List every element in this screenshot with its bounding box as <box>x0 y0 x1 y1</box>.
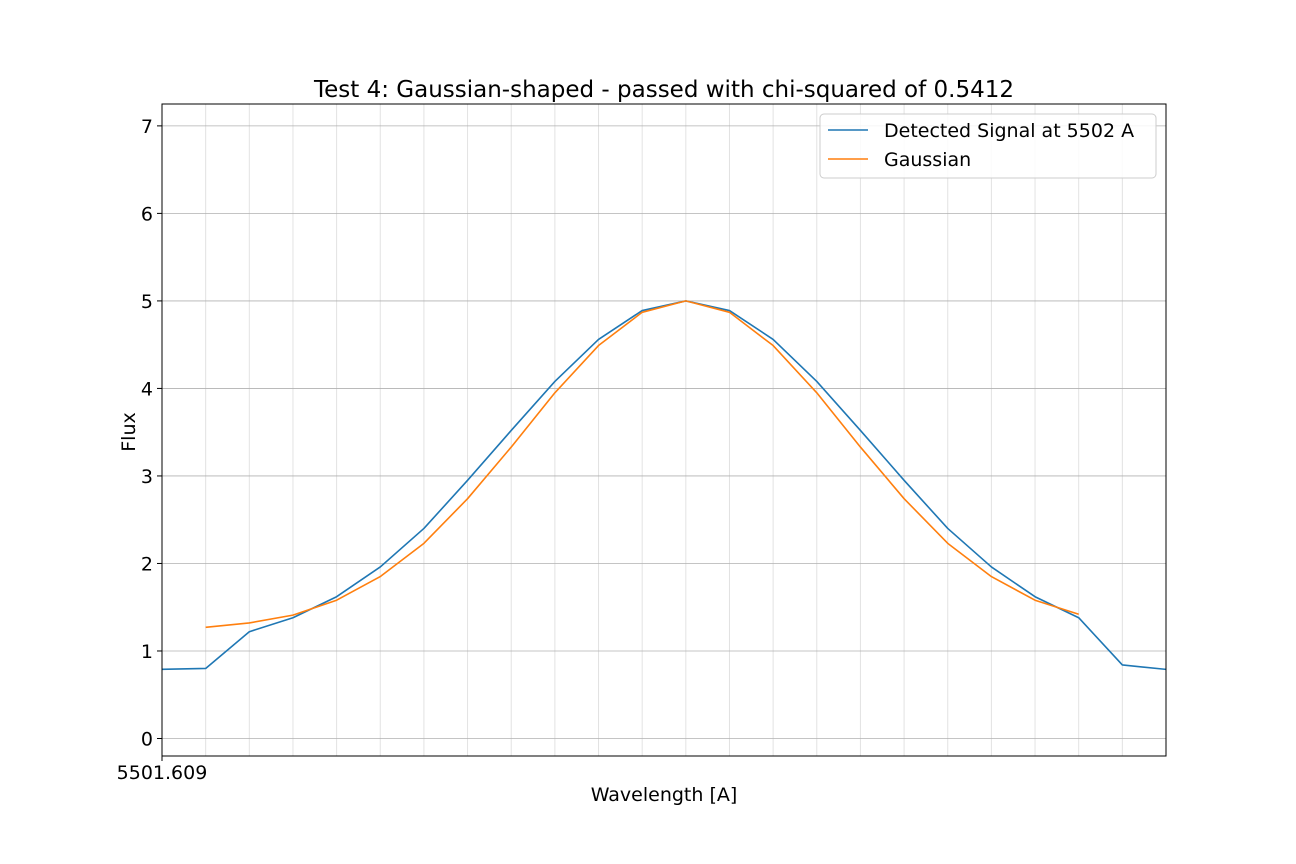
legend-label: Gaussian <box>884 149 971 171</box>
axis-ticks: 0 1 2 3 4 5 6 7 5501.609 <box>117 116 208 784</box>
y-tick-label: 1 <box>141 641 153 663</box>
y-tick-label: 5 <box>141 291 153 313</box>
y-tick-label: 4 <box>141 378 153 400</box>
y-tick-label: 0 <box>141 728 153 750</box>
y-tick-label: 6 <box>141 203 153 225</box>
y-axis-label: Flux <box>118 412 140 452</box>
y-tick-label: 7 <box>141 116 153 138</box>
x-tick-label: 5501.609 <box>117 762 208 784</box>
legend-box <box>819 113 1157 179</box>
chart-title: Test 4: Gaussian-shaped - passed with ch… <box>313 77 1014 103</box>
series-group <box>161 300 1167 671</box>
series-line-detected-signal <box>161 300 1167 671</box>
y-tick-label: 2 <box>141 553 153 575</box>
x-axis-label: Wavelength [A] <box>591 784 738 806</box>
legend-label: Detected Signal at 5502 A <box>884 120 1134 142</box>
legend: Detected Signal at 5502 A Gaussian <box>819 113 1157 179</box>
series-line-gaussian <box>205 300 1079 629</box>
plot-area-frame <box>161 103 1167 757</box>
grid <box>161 104 1167 756</box>
y-tick-label: 3 <box>141 466 153 488</box>
